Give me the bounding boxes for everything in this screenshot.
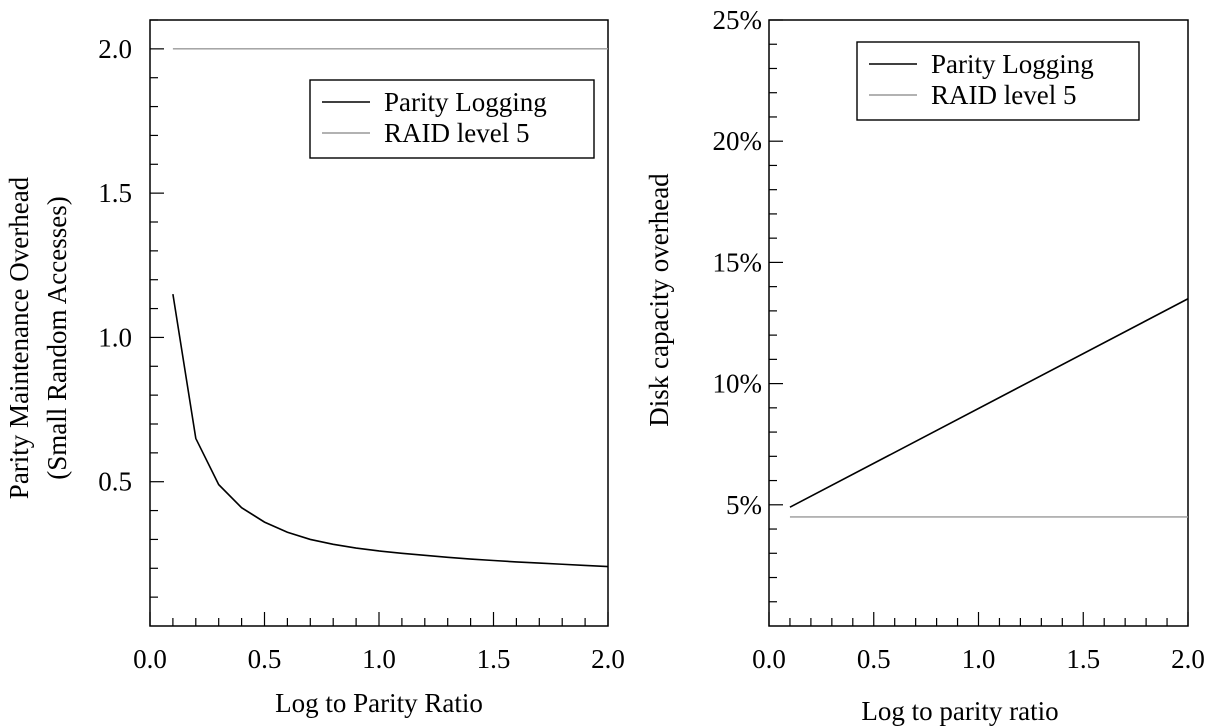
- right-y-tick-label: 20%: [713, 126, 763, 156]
- right-y-tick-label: 15%: [713, 247, 763, 277]
- right-y-tick-label: 5%: [726, 490, 762, 520]
- left-legend-label: RAID level 5: [384, 118, 529, 148]
- left-y-tick-label: 2.0: [98, 34, 132, 64]
- left-y-axis-title: Parity Maintenance Overhead: [4, 176, 34, 499]
- left-x-tick-label: 1.5: [477, 644, 511, 674]
- left-x-tick-label: 0.5: [248, 644, 282, 674]
- right-x-tick-label: 1.5: [1066, 644, 1100, 674]
- right-legend-box: [856, 41, 1140, 121]
- chart-left-parity-overhead: 0.0 0.5 1.0 1.5 2.0 0.5 1.0 1.5 2.0 Log to Parity…: [4, 19, 625, 718]
- left-x-axis-title: Log to Parity Ratio: [275, 688, 483, 718]
- left-y-tick-label: 1.5: [98, 178, 132, 208]
- left-y-tick-label: 0.5: [98, 467, 132, 497]
- left-x-tick-label: 0.0: [133, 644, 167, 674]
- right-y-axis-title: Disk capacity overhead: [644, 173, 674, 427]
- left-y-axis-title: (Small Random Accesses): [42, 196, 72, 479]
- chart-right-disk-capacity: 0.0 0.5 1.0 1.5 2.0 5% 10% 15% 20% 25% Log to pari…: [644, 5, 1205, 726]
- left-legend-box: [309, 79, 595, 159]
- left-legend-label: Parity Logging: [384, 87, 547, 117]
- right-legend-label: RAID level 5: [931, 80, 1076, 110]
- right-x-tick-label: 2.0: [1171, 644, 1205, 674]
- left-series-parity-logging-line: [172, 294, 609, 568]
- right-y-tick-label: 10%: [713, 369, 763, 399]
- right-series-parity-logging-line: [789, 298, 1189, 508]
- right-x-tick-label: 0.0: [752, 644, 786, 674]
- left-x-tick-label: 1.0: [362, 644, 396, 674]
- left-y-tick-label: 1.0: [98, 322, 132, 352]
- right-x-axis-title: Log to parity ratio: [861, 696, 1058, 726]
- right-x-tick-label: 1.0: [962, 644, 996, 674]
- right-legend-label: Parity Logging: [931, 49, 1094, 79]
- left-x-tick-label: 2.0: [591, 644, 625, 674]
- right-x-tick-label: 0.5: [857, 644, 891, 674]
- right-y-tick-label: 25%: [713, 5, 763, 35]
